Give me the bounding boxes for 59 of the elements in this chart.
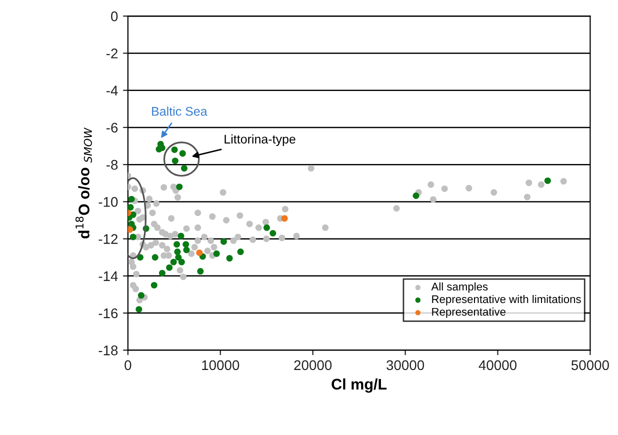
x-axis-title: Cl mg/L (332, 378, 387, 393)
y-tick-label: 0 (111, 11, 118, 22)
point (263, 224, 270, 231)
annotation: Littorina-type (224, 134, 296, 146)
point (178, 232, 184, 240)
point (150, 282, 158, 288)
point (281, 215, 288, 222)
point (220, 238, 227, 245)
point (174, 241, 180, 248)
point (213, 250, 220, 257)
point (180, 165, 188, 172)
point (174, 248, 181, 256)
point (128, 226, 134, 233)
point (182, 241, 190, 248)
y-tick-label: -6 (106, 122, 118, 133)
point (130, 234, 136, 240)
point (158, 270, 166, 276)
x-tick-label: 50000 (571, 360, 609, 370)
legend-label: Representative (432, 308, 506, 318)
point (171, 146, 178, 153)
point (412, 192, 420, 200)
legend-label: Representative with limitations (432, 294, 581, 306)
point (197, 268, 204, 275)
point (136, 254, 144, 261)
y-tick-label: -4 (106, 86, 118, 96)
point (179, 150, 186, 157)
point (176, 184, 183, 190)
point (172, 158, 178, 164)
y-tick-label: -18 (98, 346, 118, 356)
point (128, 204, 134, 211)
y-tick-label: -8 (106, 160, 118, 170)
point (226, 255, 233, 262)
point (178, 258, 185, 266)
x-tick-label: 10000 (202, 360, 240, 370)
x-tick-label: 40000 (478, 360, 517, 370)
y-tick-label: -10 (98, 197, 118, 207)
y-tick-label: -12 (98, 234, 118, 244)
y-tick-label: -2 (106, 48, 118, 58)
y-tick-label: -14 (98, 271, 118, 281)
point (175, 254, 182, 261)
point (128, 196, 135, 202)
point (270, 230, 276, 237)
y-tick-label: -16 (98, 308, 118, 318)
y-axis-title: d$^{18}$O o/oo $_{SMOW}$ (76, 127, 92, 238)
point (170, 258, 177, 266)
point (130, 211, 136, 218)
point (237, 248, 244, 256)
x-tick-label: 30000 (386, 360, 424, 370)
x-tick-label: 0 (124, 360, 132, 370)
point (138, 292, 144, 299)
point (196, 249, 203, 256)
point (152, 254, 158, 261)
annotation: Baltic Sea (152, 106, 208, 116)
point (136, 306, 142, 313)
point (183, 246, 190, 254)
point (544, 177, 551, 184)
point (166, 264, 173, 271)
legend-label: All samples (431, 282, 488, 293)
x-tick-label: 20000 (294, 360, 332, 370)
